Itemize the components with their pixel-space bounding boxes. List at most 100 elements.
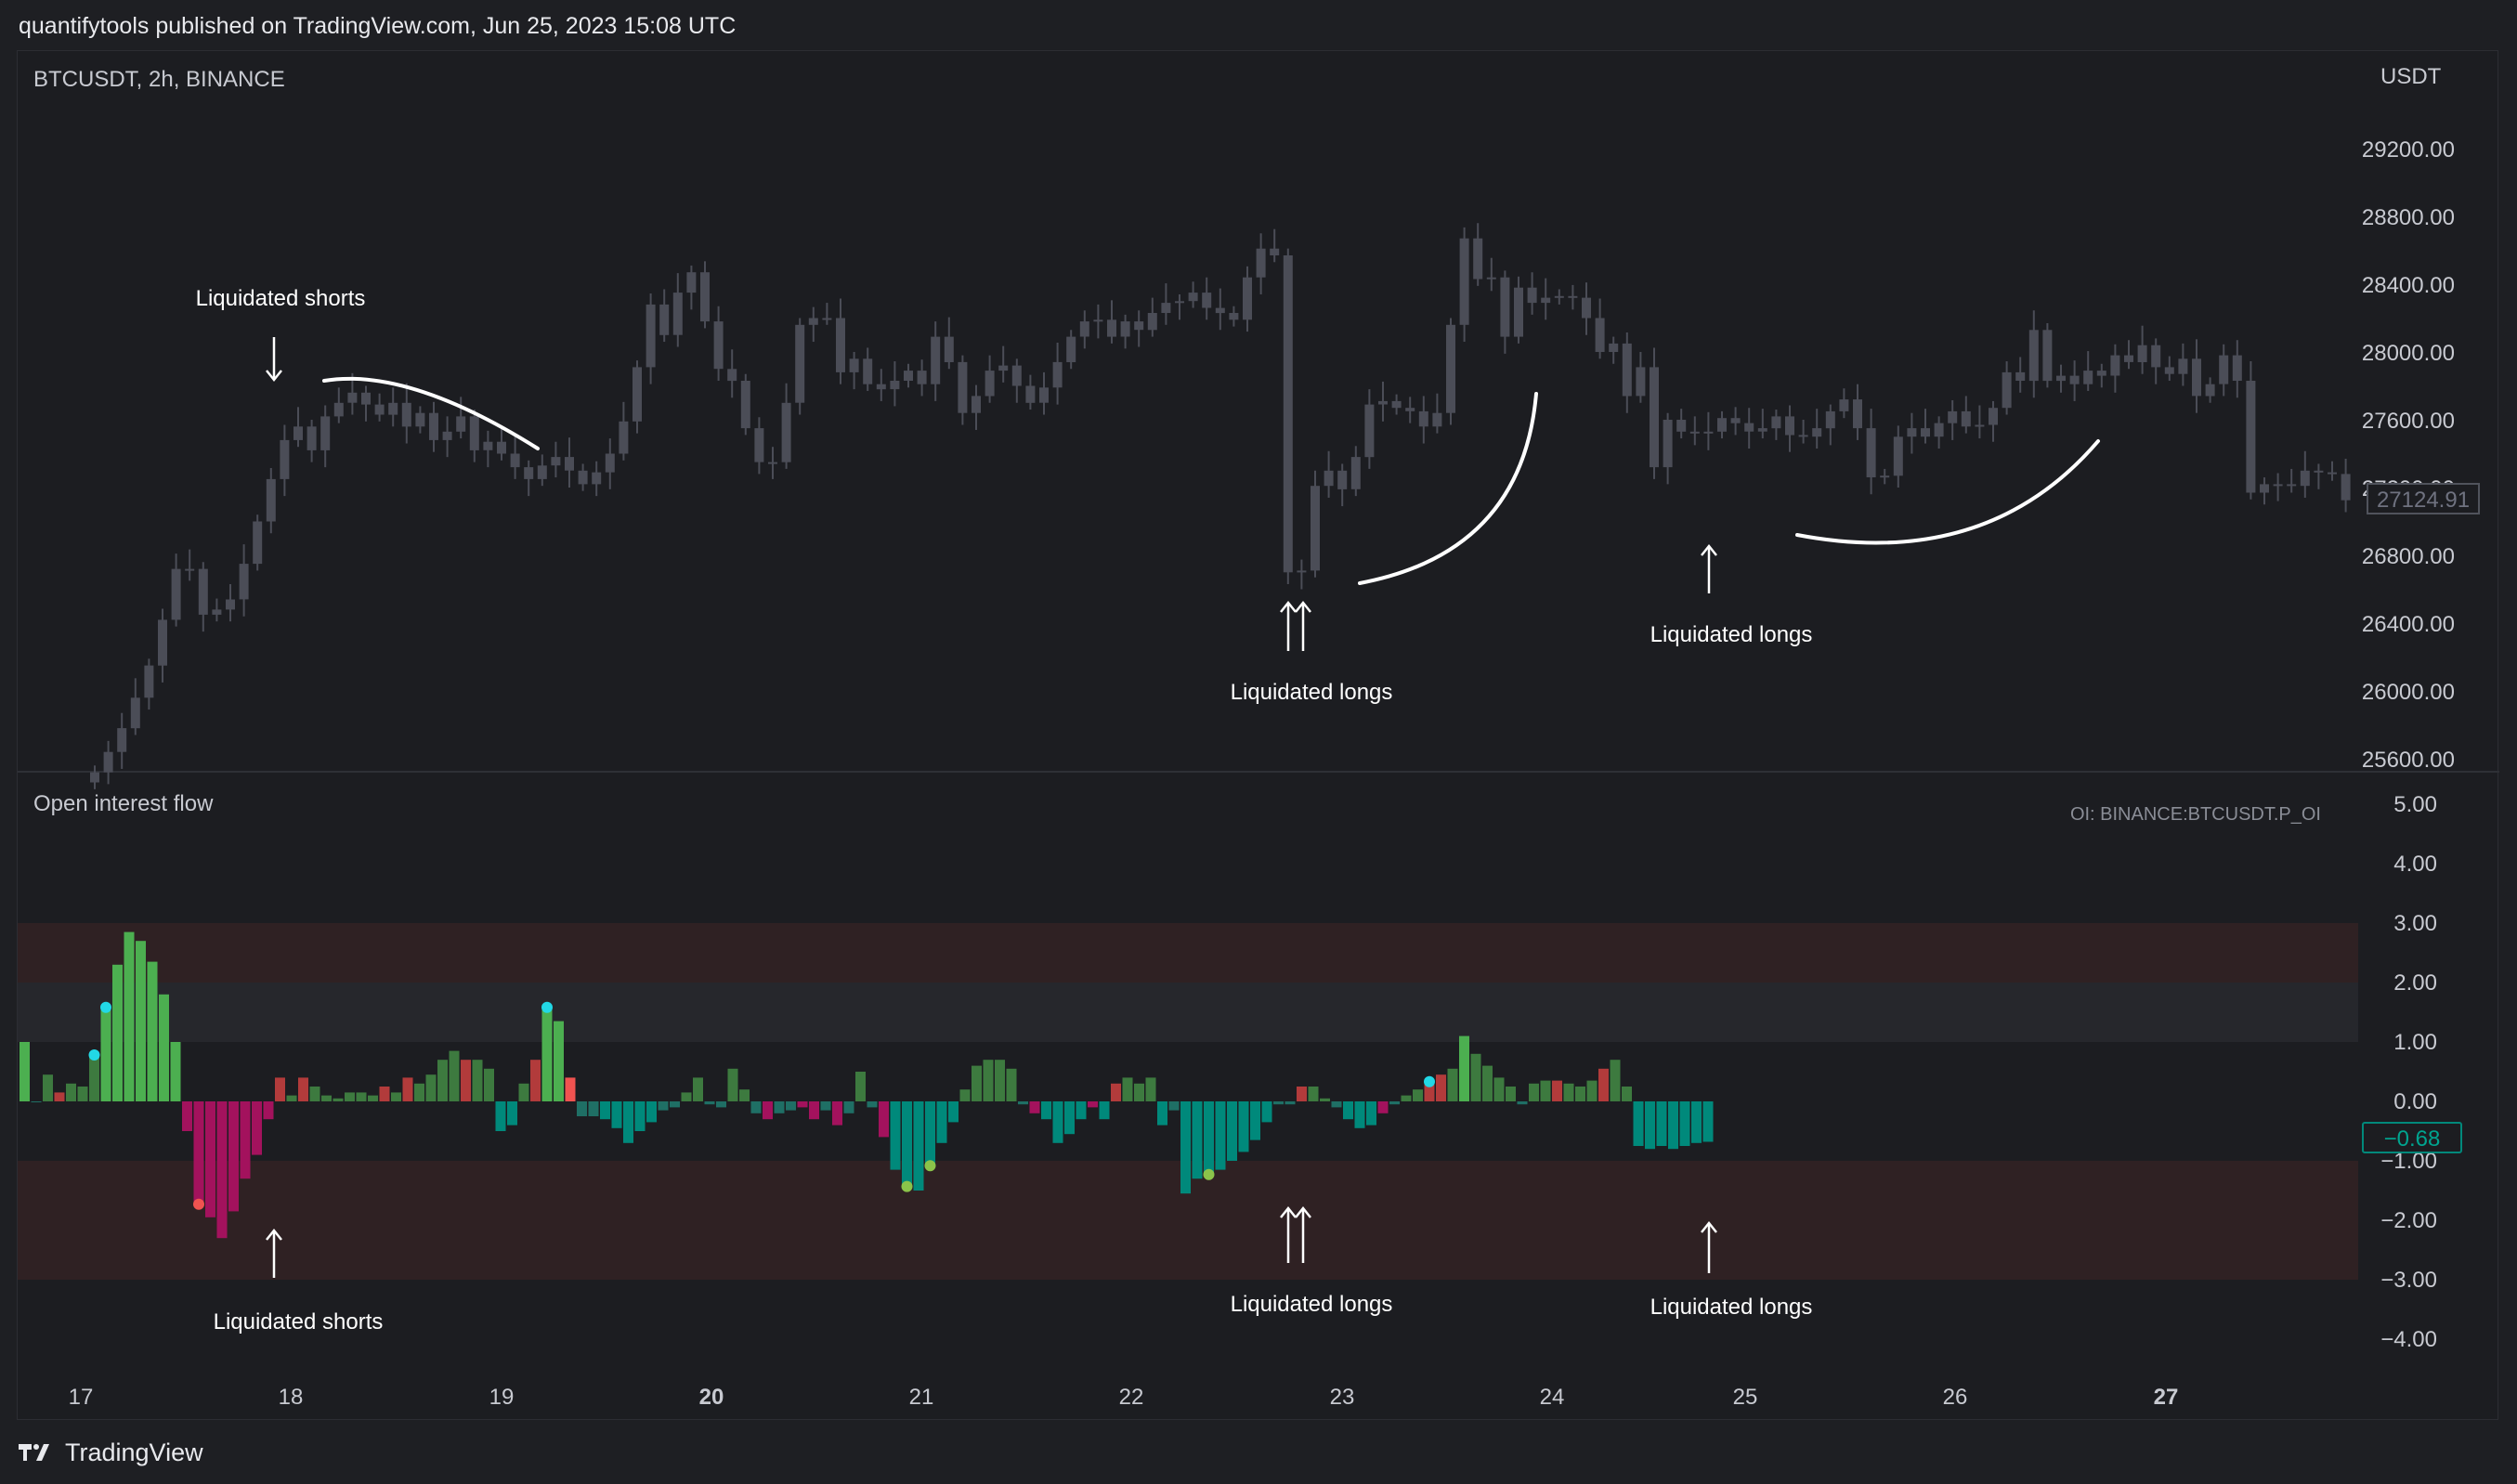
price-tick: 25600.00 (2362, 748, 2455, 773)
candle-body (1418, 410, 1428, 427)
candle-body (1514, 287, 1523, 337)
oi-bar (820, 1101, 831, 1111)
oi-bars (20, 931, 1714, 1239)
oi-bar (727, 1068, 738, 1101)
symbol-label: BTCUSDT, 2h, BINANCE (33, 67, 285, 92)
time-tick: 26 (1943, 1385, 1968, 1410)
candle-body (1636, 367, 1646, 397)
footer-brand[interactable]: TradingView (19, 1434, 203, 1471)
candle-body (347, 392, 358, 403)
up-arrow-icon (1295, 1205, 1311, 1218)
candle-body (1689, 431, 1700, 434)
time-tick: 19 (489, 1385, 515, 1410)
price-axis[interactable]: 29200.00 28800.00 28400.00 28000.00 2760… (2362, 137, 2455, 773)
oi-bar (263, 1101, 274, 1120)
candle-body (2002, 371, 2012, 409)
candle-body (537, 465, 547, 479)
oi-bar (763, 1101, 773, 1120)
oi-bar (1679, 1101, 1690, 1146)
oi-bar (600, 1101, 610, 1120)
candle-body (1730, 418, 1741, 423)
up-arrow-icon (1295, 600, 1311, 613)
candle-body (1107, 319, 1116, 337)
candle-body (90, 772, 99, 783)
chart-area[interactable]: BTCUSDT, 2h, BINANCE Open interest flow … (17, 50, 2499, 1421)
oi-bar (1227, 1101, 1237, 1161)
candle-body (1825, 410, 1835, 429)
candle-body (958, 361, 968, 413)
candle-body (483, 441, 493, 450)
oi-bar (1366, 1101, 1376, 1126)
tradingview-logo-icon (19, 1444, 49, 1461)
oi-bar (1052, 1101, 1063, 1143)
candle-body (931, 336, 941, 384)
oi-bar (228, 1101, 239, 1212)
candle-body (158, 619, 167, 666)
oi-bar (391, 1092, 401, 1101)
candle-body (2341, 474, 2351, 501)
oi-bar (1493, 1077, 1505, 1101)
candle-body (781, 402, 791, 462)
candle-body (1893, 436, 1903, 476)
time-tick: 18 (279, 1385, 304, 1410)
oi-bar (902, 1101, 912, 1185)
oi-bar (437, 1060, 448, 1101)
oi-bar (1377, 1101, 1389, 1113)
candle-body (2287, 484, 2297, 487)
candle-body (1989, 408, 1998, 425)
candle-body (972, 396, 981, 413)
candle-body (1337, 470, 1348, 489)
oi-bar (1470, 1053, 1481, 1101)
oi-bar (704, 1101, 715, 1105)
oi-bar (124, 931, 135, 1101)
candle-body (2246, 381, 2256, 493)
down-arrow-icon (266, 370, 282, 383)
oi-bar (1529, 1083, 1539, 1101)
candle-body (130, 697, 140, 729)
candle-body (1364, 404, 1375, 458)
oi-bar (658, 1101, 669, 1111)
oi-bar (425, 1074, 437, 1101)
time-tick: 17 (69, 1385, 94, 1410)
oi-bar (31, 1101, 42, 1102)
candle-body (700, 272, 710, 322)
oi-bar (193, 1101, 204, 1203)
oi-bar (66, 1083, 76, 1101)
oi-bar (948, 1101, 959, 1123)
time-tick: 24 (1540, 1385, 1565, 1410)
oi-bar (170, 1042, 181, 1101)
oi-bar (518, 1083, 529, 1101)
oi-extreme-dot (901, 1180, 913, 1192)
candle-body (1568, 295, 1578, 298)
candle-body (401, 402, 411, 427)
oi-bar (1297, 1087, 1307, 1101)
candle-body (1676, 420, 1687, 432)
oi-extreme-dot (924, 1160, 936, 1172)
chart-svg[interactable]: BTCUSDT, 2h, BINANCE Open interest flow … (18, 51, 2499, 1421)
candle-body (2124, 355, 2133, 362)
oi-extreme-dot (1203, 1168, 1215, 1180)
price-candles (90, 223, 2351, 789)
candle-body (117, 728, 127, 752)
time-axis[interactable]: 17 18 19 20 21 22 23 24 25 26 27 (69, 1385, 2179, 1410)
time-tick: 22 (1119, 1385, 1144, 1410)
candle-body (1500, 277, 1510, 337)
oi-bar (1320, 1098, 1330, 1101)
candle-body (2273, 484, 2283, 487)
candle-body (2083, 371, 2093, 384)
oi-bar (890, 1101, 901, 1170)
oi-bar (449, 1050, 460, 1101)
oi-bar (1018, 1101, 1028, 1105)
oi-annotation-liquidated-shorts: Liquidated shorts (214, 1309, 384, 1334)
candle-body (646, 304, 656, 368)
oi-bar (1331, 1101, 1342, 1108)
candle-body (754, 428, 764, 462)
price-tick: 26000.00 (2362, 680, 2455, 705)
candle-body (1324, 470, 1334, 487)
oi-bar (252, 1101, 262, 1155)
candle-body (2028, 330, 2039, 382)
oi-axis[interactable]: 5.00 4.00 3.00 2.00 1.00 0.00 −1.00 −2.0… (2380, 792, 2437, 1352)
oi-annotation-liquidated-longs-2: Liquidated longs (1650, 1295, 1813, 1320)
oi-bar (1645, 1101, 1655, 1150)
price-tick: 26400.00 (2362, 612, 2455, 637)
